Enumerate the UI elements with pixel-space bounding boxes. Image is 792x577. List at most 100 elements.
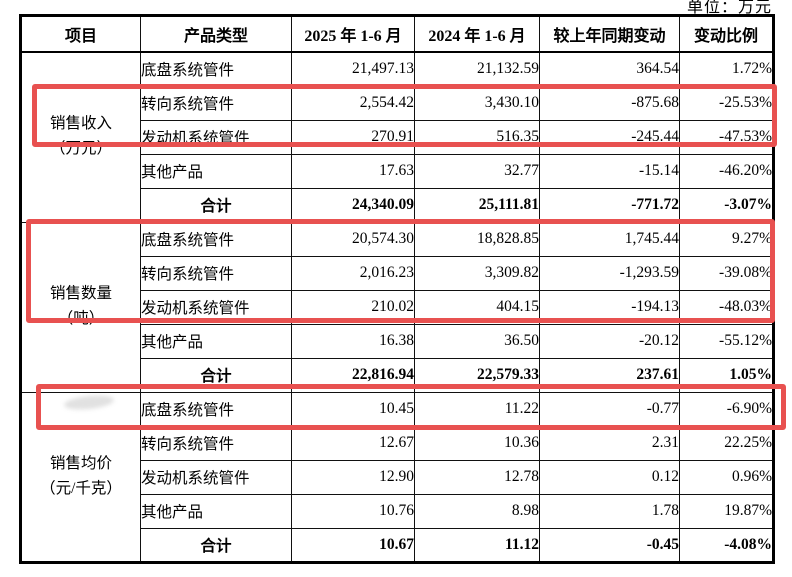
section-label-line2: （元/千克）: [40, 479, 122, 497]
value-change: -0.77: [539, 391, 680, 427]
table-row: 其他产品 16.38 36.50 -20.12 -55.12%: [21, 323, 774, 359]
value-2024: 21,132.59: [414, 51, 540, 87]
value-2024: 8.98: [414, 493, 540, 529]
section-label-average-price: 销售均价 （元/千克）: [20, 391, 141, 563]
unit-label: 单位：万元: [686, 0, 772, 16]
value-change: -20.12: [539, 323, 680, 359]
header-change: 较上年同期变动: [539, 15, 680, 53]
value-change: 1.78: [539, 493, 680, 529]
product-name: 其他产品: [140, 323, 292, 359]
table-row: 其他产品 10.76 8.98 1.78 19.87%: [21, 493, 774, 529]
value-change: -771.72: [539, 187, 680, 223]
value-ratio: 0.96%: [679, 459, 774, 495]
value-ratio: -39.08%: [679, 255, 774, 291]
table-row: 转向系统管件 2,016.23 3,309.82 -1,293.59 -39.0…: [21, 255, 774, 291]
header-2024: 2024 年 1-6 月: [414, 15, 540, 53]
product-name: 其他产品: [140, 493, 292, 529]
value-ratio: 9.27%: [679, 221, 774, 257]
header-item: 项目: [20, 15, 141, 53]
value-2024: 11.12: [414, 527, 540, 563]
financial-table: 项目 产品类型 2025 年 1-6 月 2024 年 1-6 月 较上年同期变…: [19, 14, 775, 564]
value-2025: 10.67: [291, 527, 415, 563]
value-change: -1,293.59: [539, 255, 680, 291]
section-label-sales-quantity: 销售数量 （吨）: [20, 221, 141, 393]
section-label-sales-revenue: 销售收入 （万元）: [20, 51, 141, 223]
product-name: 转向系统管件: [140, 255, 292, 291]
product-name: 底盘系统管件: [140, 221, 292, 257]
value-2025: 12.67: [291, 425, 415, 461]
financial-table-wrapper: 项目 产品类型 2025 年 1-6 月 2024 年 1-6 月 较上年同期变…: [19, 14, 775, 564]
total-label: 合计: [140, 357, 292, 393]
total-row: 合计 24,340.09 25,111.81 -771.72 -3.07%: [21, 187, 774, 223]
product-name: 发动机系统管件: [140, 459, 292, 495]
value-2024: 3,309.82: [414, 255, 540, 291]
value-change: -194.13: [539, 289, 680, 325]
value-ratio: 19.87%: [679, 493, 774, 529]
section-label-line2: （吨）: [57, 310, 105, 327]
product-name: 转向系统管件: [140, 425, 292, 461]
product-name: 发动机系统管件: [140, 119, 292, 155]
value-ratio: 1.72%: [679, 51, 774, 87]
value-change: 364.54: [539, 51, 680, 87]
table-row: 其他产品 17.63 32.77 -15.14 -46.20%: [21, 153, 774, 189]
value-2025: 21,497.13: [291, 51, 415, 87]
value-change: -0.45: [539, 527, 680, 563]
table-row: 发动机系统管件 12.90 12.78 0.12 0.96%: [21, 459, 774, 495]
value-ratio: -6.90%: [679, 391, 774, 427]
product-name: 底盘系统管件: [140, 51, 292, 87]
value-change: -245.44: [539, 119, 680, 155]
value-change: -15.14: [539, 153, 680, 189]
value-change: 1,745.44: [539, 221, 680, 257]
value-ratio: -4.08%: [679, 527, 774, 563]
header-ratio: 变动比例: [679, 15, 774, 53]
value-2025: 2,554.42: [291, 85, 415, 121]
value-2024: 25,111.81: [414, 187, 540, 223]
product-name: 其他产品: [140, 153, 292, 189]
value-2024: 3,430.10: [414, 85, 540, 121]
total-label: 合计: [140, 187, 292, 223]
value-ratio: 1.05%: [679, 357, 774, 393]
value-2024: 404.15: [414, 289, 540, 325]
table-row: 销售收入 （万元） 底盘系统管件 21,497.13 21,132.59 364…: [20, 51, 774, 223]
product-name: 发动机系统管件: [140, 289, 292, 325]
value-2025: 24,340.09: [291, 187, 415, 223]
header-product: 产品类型: [140, 15, 292, 53]
header-row: 项目 产品类型 2025 年 1-6 月 2024 年 1-6 月 较上年同期变…: [20, 15, 774, 53]
value-ratio: -25.53%: [679, 85, 774, 121]
value-2024: 12.78: [414, 459, 540, 495]
section-label-line1: 销售数量: [49, 285, 112, 303]
section-label-line1: 销售收入: [49, 115, 112, 133]
value-change: 0.12: [539, 459, 680, 495]
product-name: 转向系统管件: [140, 85, 292, 121]
value-change: -875.68: [539, 85, 680, 121]
value-2025: 10.45: [291, 391, 415, 427]
value-ratio: -3.07%: [679, 187, 774, 223]
value-2025: 2,016.23: [291, 255, 415, 291]
total-row: 合计 10.67 11.12 -0.45 -4.08%: [21, 527, 774, 563]
value-2024: 516.35: [414, 119, 540, 155]
section-label-line1: 销售均价: [49, 454, 112, 472]
value-2024: 36.50: [414, 323, 540, 359]
value-2024: 22,579.33: [414, 357, 540, 393]
value-2025: 10.76: [291, 493, 415, 529]
value-2025: 270.91: [291, 119, 415, 155]
value-2024: 32.77: [414, 153, 540, 189]
value-2025: 12.90: [291, 459, 415, 495]
value-2025: 16.38: [291, 323, 415, 359]
table-row: 销售均价 （元/千克） 底盘系统管件 10.45 11.22 -0.77 -6.…: [20, 391, 774, 563]
value-2024: 11.22: [414, 391, 540, 427]
value-2024: 10.36: [414, 425, 540, 461]
total-label: 合计: [140, 527, 292, 563]
table-row: 销售数量 （吨） 底盘系统管件 20,574.30 18,828.85 1,74…: [20, 221, 774, 393]
header-2025: 2025 年 1-6 月: [291, 15, 415, 53]
value-ratio: -46.20%: [679, 153, 774, 189]
product-name: 底盘系统管件: [140, 391, 292, 427]
value-ratio: 22.25%: [679, 425, 774, 461]
value-ratio: -47.53%: [679, 119, 774, 155]
value-change: 237.61: [539, 357, 680, 393]
value-2025: 17.63: [291, 153, 415, 189]
value-2025: 20,574.30: [291, 221, 415, 257]
section-label-line2: （万元）: [49, 140, 112, 158]
value-2025: 210.02: [291, 289, 415, 325]
